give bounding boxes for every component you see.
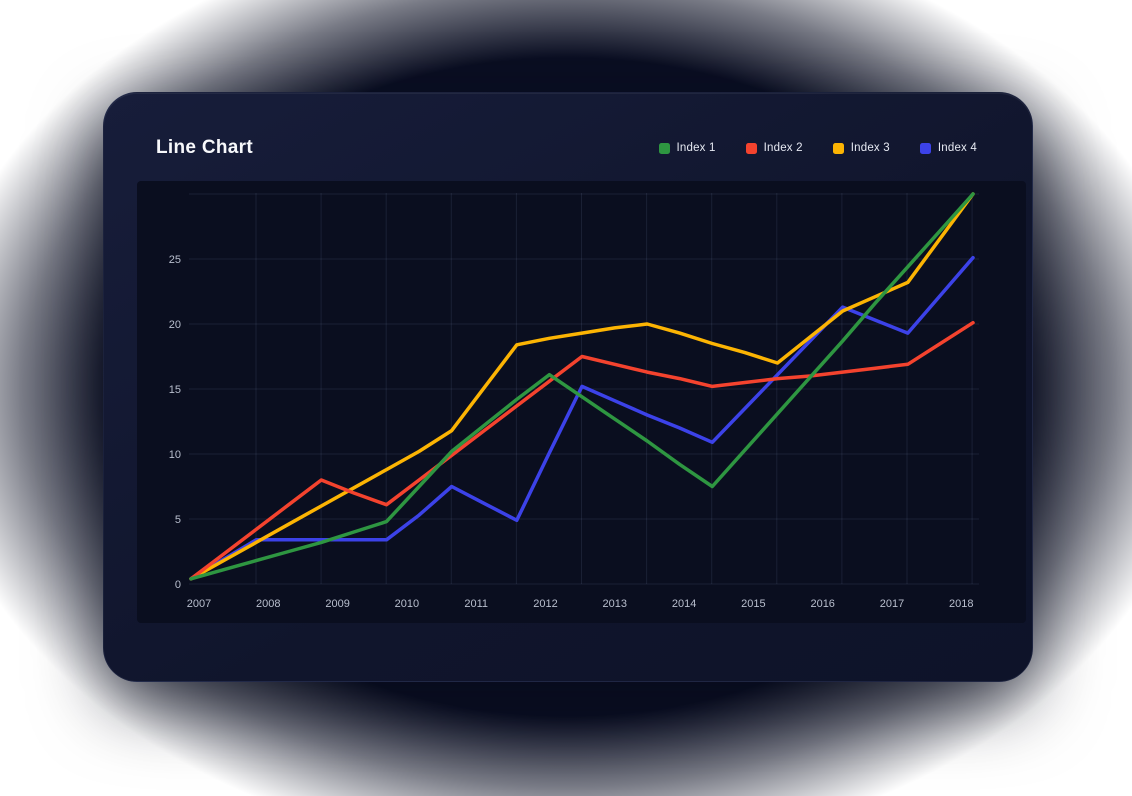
x-axis-tick-label: 2008 <box>256 598 280 610</box>
legend-label: Index 3 <box>850 142 890 154</box>
legend-swatch-icon <box>832 142 844 154</box>
x-axis-tick-label: 2015 <box>741 598 765 610</box>
x-axis-tick-label: 2007 <box>187 598 211 610</box>
y-axis-tick-label: 25 <box>169 254 181 266</box>
x-axis-tick-label: 2010 <box>395 598 419 610</box>
y-axis-tick-label: 20 <box>169 319 181 331</box>
series-line-index-1 <box>189 192 975 581</box>
x-axis-tick-label: 2012 <box>533 598 557 610</box>
x-axis-tick-label: 2017 <box>880 598 904 610</box>
chart-title: Line Chart <box>156 137 253 158</box>
legend-item-index-3[interactable]: Index 3 <box>832 142 890 154</box>
x-axis-tick-label: 2018 <box>949 598 973 610</box>
y-axis-tick-label: 5 <box>175 514 181 526</box>
y-axis-tick-label: 15 <box>169 384 181 396</box>
line-chart-card: Line Chart Index 1 Index 2 Index 3 Index 4 … <box>103 92 1033 682</box>
line-chart-plot: 0 5 10 15 20 25 2007 2008 2009 2010 2011 2012 2013 20… <box>169 192 979 610</box>
y-axis-tick-label: 10 <box>169 449 181 461</box>
x-axis-tick-label: 2016 <box>810 598 834 610</box>
legend-label: Index 1 <box>676 142 716 154</box>
series-line-index-3 <box>189 192 975 581</box>
legend-item-index-2[interactable]: Index 2 <box>745 142 803 154</box>
legend-label: Index 4 <box>937 142 977 154</box>
x-axis-tick-label: 2009 <box>325 598 349 610</box>
series-line-index-4 <box>189 255 975 581</box>
series-line-index-2 <box>189 320 975 581</box>
legend-item-index-1[interactable]: Index 1 <box>658 142 716 154</box>
x-axis-tick-label: 2011 <box>464 598 488 610</box>
plot-panel: 0 5 10 15 20 25 2007 2008 2009 2010 2011 2012 2013 20… <box>137 181 1026 623</box>
legend-swatch-icon <box>658 142 670 154</box>
x-axis-tick-label: 2013 <box>603 598 627 610</box>
x-axis-tick-label: 2014 <box>672 598 696 610</box>
legend-swatch-icon <box>919 142 931 154</box>
y-axis-tick-label: 0 <box>175 579 181 591</box>
legend-label: Index 2 <box>763 142 803 154</box>
legend-item-index-4[interactable]: Index 4 <box>919 142 977 154</box>
legend-swatch-icon <box>745 142 757 154</box>
chart-legend: Index 1 Index 2 Index 3 Index 4 <box>658 142 978 154</box>
